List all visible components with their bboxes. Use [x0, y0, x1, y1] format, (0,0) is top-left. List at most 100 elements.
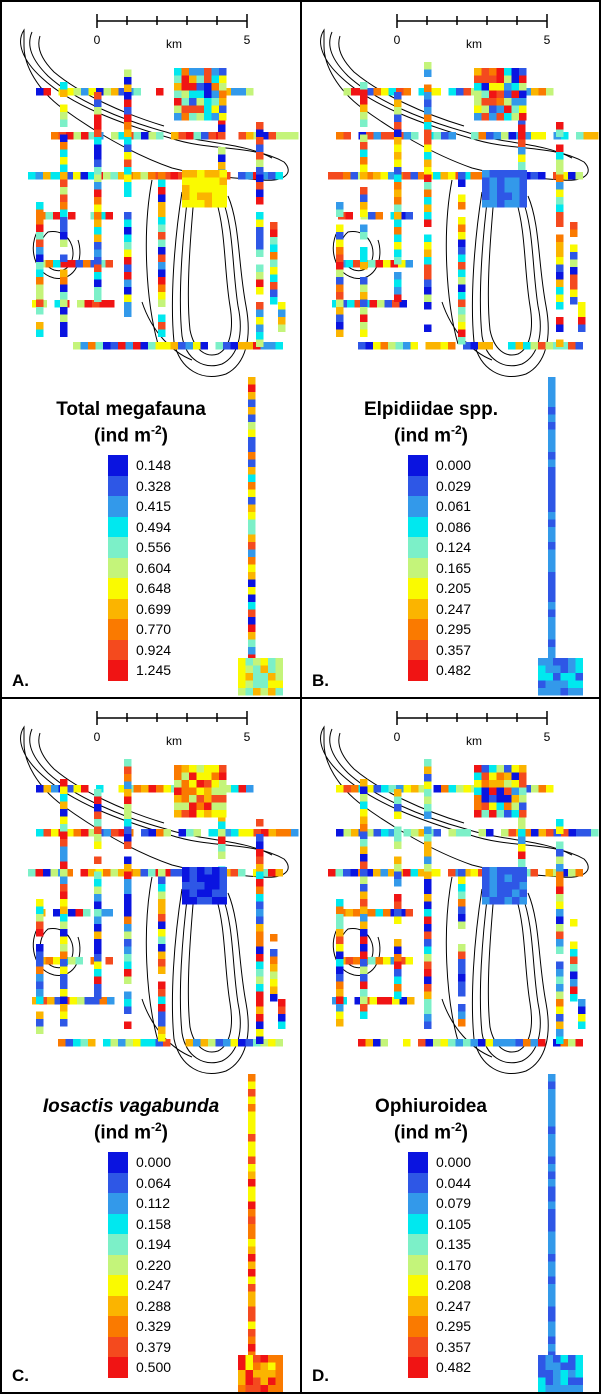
survey-cell	[60, 824, 68, 832]
survey-cell	[458, 224, 466, 232]
survey-cell	[204, 83, 212, 91]
survey-cell	[548, 1224, 556, 1232]
survey-cell	[275, 658, 283, 666]
legend-value: 0.247	[436, 600, 472, 617]
survey-cell	[394, 946, 402, 954]
survey-cell	[283, 132, 291, 140]
survey-cell	[458, 1019, 466, 1027]
survey-cell	[556, 916, 564, 924]
survey-cell	[219, 200, 227, 208]
survey-cell	[448, 829, 456, 837]
survey-cell	[360, 816, 368, 824]
survey-cell	[94, 856, 102, 864]
survey-cell	[158, 194, 166, 202]
survey-cell	[394, 789, 402, 797]
survey-cell	[424, 879, 432, 887]
survey-cell	[424, 856, 432, 864]
survey-cell	[381, 132, 389, 140]
survey-cell	[368, 212, 376, 220]
survey-cell	[515, 1039, 523, 1047]
survey-cell	[470, 1039, 478, 1047]
survey-cell	[336, 1011, 344, 1019]
survey-cell	[238, 342, 246, 350]
survey-cell	[545, 1385, 553, 1392]
survey-cell	[548, 422, 556, 430]
survey-cell	[556, 939, 564, 947]
survey-cell	[458, 239, 466, 247]
survey-cell	[36, 224, 44, 232]
survey-cell	[394, 242, 402, 250]
survey-cell	[32, 997, 40, 1005]
survey-cell	[118, 88, 126, 96]
survey-cell	[197, 874, 205, 882]
survey-cell	[95, 342, 103, 350]
survey-cell	[418, 172, 426, 180]
survey-cell	[178, 829, 186, 837]
panel-d: 0 km 5 Ophiuroidea (ind m-2) 0.000 0.044 0…	[300, 697, 601, 1394]
survey-cell	[377, 300, 385, 308]
survey-cell	[418, 88, 426, 96]
survey-cell	[518, 117, 526, 125]
survey-cell	[440, 1039, 448, 1047]
survey-cell	[66, 785, 74, 793]
survey-cell	[270, 289, 278, 297]
survey-cell	[493, 1039, 501, 1047]
survey-cell	[256, 242, 264, 250]
survey-cell	[200, 342, 208, 350]
survey-cell	[158, 1034, 166, 1042]
survey-cell	[36, 1019, 44, 1027]
survey-cell	[189, 810, 197, 818]
survey-cell	[94, 204, 102, 212]
survey-cell	[256, 1029, 264, 1037]
legend-value: 0.357	[436, 1338, 472, 1355]
survey-cell	[548, 1246, 556, 1254]
survey-cell	[570, 229, 578, 237]
survey-cell	[158, 989, 166, 997]
survey-cell	[418, 785, 426, 793]
survey-cell	[256, 219, 264, 227]
survey-cell	[433, 785, 441, 793]
survey-cell	[556, 197, 564, 205]
survey-cell	[36, 292, 44, 300]
survey-cell	[343, 172, 351, 180]
survey-cell	[65, 172, 73, 180]
survey-cell	[511, 113, 519, 121]
survey-cell	[204, 105, 212, 113]
survey-cell	[366, 132, 374, 140]
survey-cell	[394, 894, 402, 902]
survey-cell	[458, 172, 466, 180]
survey-cell	[343, 785, 351, 793]
survey-cell	[156, 132, 164, 140]
survey-cell	[360, 884, 368, 892]
survey-cell	[245, 1362, 253, 1370]
survey-cell	[394, 92, 402, 100]
survey-cell	[548, 1119, 556, 1127]
survey-cell	[360, 277, 368, 285]
survey-cell	[482, 177, 490, 185]
survey-cell	[84, 300, 92, 308]
legend-swatch	[108, 516, 128, 537]
survey-cell	[366, 829, 374, 837]
survey-cell	[538, 88, 546, 96]
survey-cell	[548, 512, 556, 520]
survey-cell	[482, 874, 490, 882]
survey-cell	[336, 959, 344, 967]
survey-cell	[204, 897, 212, 905]
survey-cell	[107, 997, 115, 1005]
survey-cell	[360, 794, 368, 802]
survey-cell	[424, 167, 432, 175]
survey-cell	[570, 994, 578, 1002]
survey-cell	[481, 765, 489, 773]
survey-cell	[219, 98, 227, 106]
survey-cell	[260, 1355, 268, 1363]
survey-cell	[394, 182, 402, 190]
survey-cell	[158, 232, 166, 240]
survey-cell	[218, 821, 226, 829]
survey-cell	[433, 1039, 441, 1047]
survey-cell	[489, 98, 497, 106]
survey-cell	[60, 104, 68, 112]
survey-cell	[124, 107, 132, 115]
survey-cell	[111, 829, 119, 837]
survey-cell	[248, 1141, 256, 1149]
survey-cell	[238, 665, 246, 673]
